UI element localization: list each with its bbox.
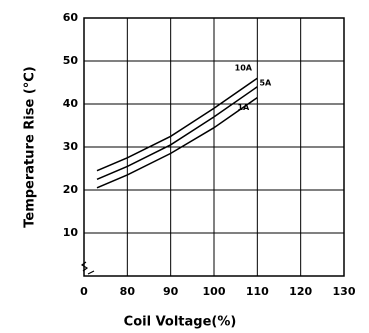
x-tick-label: 80	[120, 285, 136, 298]
series-line	[96, 96, 258, 189]
y-tick-label: 20	[63, 183, 79, 196]
x-tick-label: 0	[80, 285, 88, 298]
x-tick-label: 110	[246, 285, 269, 298]
x-axis-label: Coil Voltage(%)	[124, 315, 237, 330]
x-tick-label: 130	[333, 285, 356, 298]
y-tick-label: 60	[63, 11, 79, 24]
series-line	[96, 77, 258, 172]
y-tick-label: 50	[63, 54, 79, 67]
x-tick-label: 90	[163, 285, 179, 298]
y-axis-label: Temperature Rise (°C)	[23, 66, 38, 228]
series-label: 1A	[237, 103, 250, 112]
series-line	[96, 86, 258, 180]
series-label: 5A	[259, 78, 272, 87]
series-label: 10A	[235, 64, 253, 73]
y-tick-label: 30	[63, 140, 79, 153]
x-tick-label: 120	[289, 285, 312, 298]
y-tick-label: 40	[63, 97, 79, 110]
x-tick-label: 100	[203, 285, 226, 298]
y-tick-label: 10	[63, 226, 79, 239]
